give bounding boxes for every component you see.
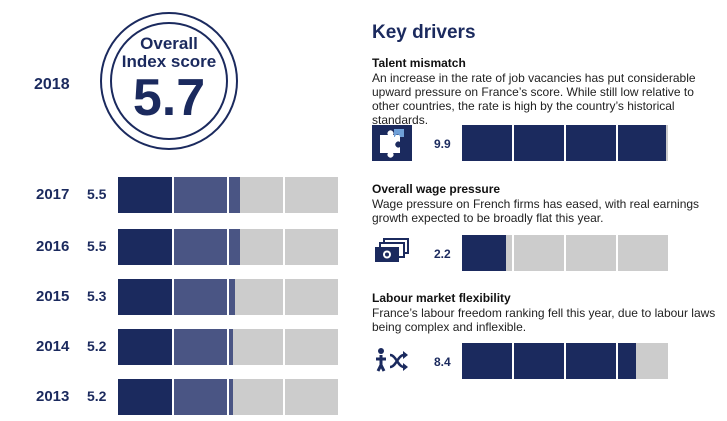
overall-score-title-line2: Index score [121,52,217,71]
history-year: 2016 [36,238,70,255]
bar-segment-bg [284,329,338,365]
history-year: 2014 [36,338,70,355]
bar-segment-bg [229,279,283,315]
history-bar [118,229,338,265]
driver-score: 8.4 [434,355,451,369]
history-score: 5.5 [87,238,107,254]
bar-segment-fill [118,229,172,265]
bar-segment-bg [566,235,616,271]
overall-year: 2018 [34,76,70,93]
bar-segment-fill [173,229,227,265]
overall-score-title-line1: Overall [140,34,198,53]
bar-segment-fill [229,279,236,315]
bar-segment-fill [229,329,234,365]
score-ring-inner [110,22,228,140]
bar-segment-fill [118,177,172,213]
bar-segment-fill [118,379,172,415]
history-row-2014: 2014 5.2 [0,329,360,365]
bar-segment-bg [284,229,338,265]
bar-segment-fill [566,343,616,379]
driver-score: 9.9 [434,137,451,151]
bar-segment-fill [173,177,227,213]
history-bar [118,279,338,315]
money-icon [372,235,412,271]
history-bar [118,177,338,213]
driver-score: 2.2 [434,247,451,261]
history-year: 2015 [36,288,70,305]
history-row-2013: 2013 5.2 [0,379,360,415]
key-drivers-heading: Key drivers [372,22,476,43]
bar-segment-bg [229,329,283,365]
score-ring-outer [100,12,238,150]
driver-title: Talent mismatch [372,56,466,70]
bar-segment-bg [284,177,338,213]
bar-segment-fill [618,125,666,161]
bar-segment-bg [284,379,338,415]
driver-description: France’s labour freedom ranking fell thi… [372,306,716,334]
bar-segment-bg [284,279,338,315]
driver-bar [462,125,668,161]
puzzle-icon [372,125,412,161]
bar-segment-bg [514,235,564,271]
bar-segment-fill [173,279,227,315]
history-row-2016: 2016 5.5 [0,229,360,265]
history-row-2017: 2017 5.5 [0,177,360,213]
bar-segment-fill [229,177,240,213]
bar-segment-fill [462,125,512,161]
bar-segment-fill [118,329,172,365]
bar-segment-fill [462,235,506,271]
bar-segment-fill [173,379,227,415]
overall-score-value: 5.7 [132,69,206,127]
bar-segment-fill [173,329,227,365]
flexibility-icon [372,343,412,379]
bar-segment-fill [229,229,240,265]
history-score: 5.3 [87,288,107,304]
bar-segment-fill [566,125,616,161]
history-year: 2017 [36,186,70,203]
history-bar [118,329,338,365]
driver-title: Labour market flexibility [372,291,511,305]
driver-bar [462,343,668,379]
overall-score-title: Overall Index score [110,35,228,71]
bar-segment-fill [618,343,636,379]
bar-segment-fill [514,343,564,379]
history-score: 5.2 [87,338,107,354]
bar-segment-bg [229,379,283,415]
history-score: 5.2 [87,388,107,404]
history-bar [118,379,338,415]
history-year: 2013 [36,388,70,405]
history-score: 5.5 [87,186,107,202]
driver-title: Overall wage pressure [372,182,501,196]
history-row-2015: 2015 5.3 [0,279,360,315]
bar-segment-fill [514,125,564,161]
bar-segment-fill [229,379,234,415]
bar-segment-fill [118,279,172,315]
driver-bar [462,235,668,271]
driver-description: An increase in the rate of job vacancies… [372,71,696,127]
driver-description: Wage pressure on French firms has eased,… [372,197,700,225]
bar-segment-bg [618,235,668,271]
bar-segment-fill [462,343,512,379]
